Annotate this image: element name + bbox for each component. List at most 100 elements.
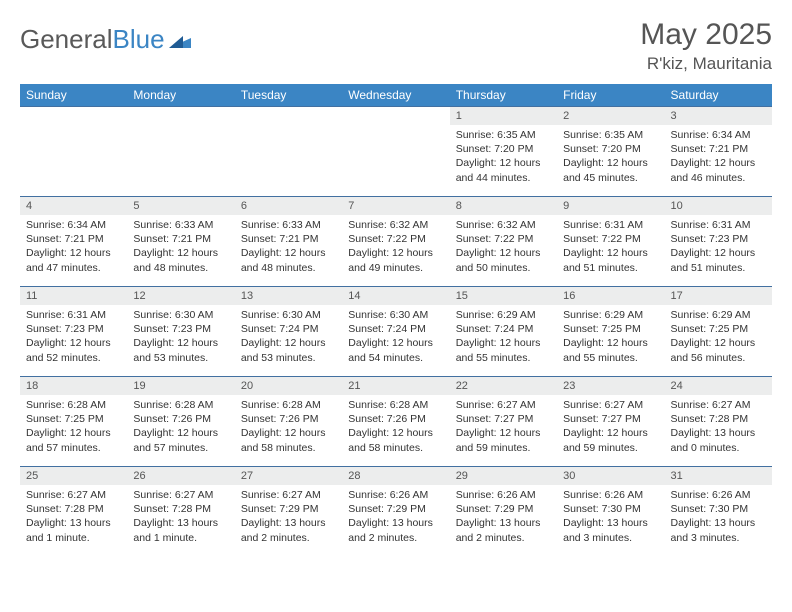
sunset-line: Sunset: 7:22 PM bbox=[563, 232, 658, 246]
daylight-line-2: and 52 minutes. bbox=[26, 351, 121, 365]
daylight-line-1: Daylight: 12 hours bbox=[671, 156, 766, 170]
daylight-line-2: and 59 minutes. bbox=[456, 441, 551, 455]
day-number bbox=[235, 106, 342, 125]
day-number: 8 bbox=[450, 196, 557, 215]
sunset-line: Sunset: 7:28 PM bbox=[671, 412, 766, 426]
day-details: Sunrise: 6:27 AMSunset: 7:27 PMDaylight:… bbox=[557, 395, 664, 461]
day-details: Sunrise: 6:27 AMSunset: 7:28 PMDaylight:… bbox=[20, 485, 127, 551]
calendar-cell: 5Sunrise: 6:33 AMSunset: 7:21 PMDaylight… bbox=[127, 196, 234, 286]
day-number: 2 bbox=[557, 106, 664, 125]
sunset-line: Sunset: 7:22 PM bbox=[456, 232, 551, 246]
day-details: Sunrise: 6:29 AMSunset: 7:25 PMDaylight:… bbox=[557, 305, 664, 371]
calendar-cell: 11Sunrise: 6:31 AMSunset: 7:23 PMDayligh… bbox=[20, 286, 127, 376]
calendar-page: GeneralBlue May 2025 R'kiz, Mauritania S… bbox=[0, 0, 792, 566]
daylight-line-1: Daylight: 12 hours bbox=[241, 426, 336, 440]
day-number: 22 bbox=[450, 376, 557, 395]
day-number bbox=[342, 106, 449, 125]
calendar-cell: 4Sunrise: 6:34 AMSunset: 7:21 PMDaylight… bbox=[20, 196, 127, 286]
daylight-line-2: and 54 minutes. bbox=[348, 351, 443, 365]
day-number: 24 bbox=[665, 376, 772, 395]
daylight-line-1: Daylight: 12 hours bbox=[348, 336, 443, 350]
daylight-line-2: and 1 minute. bbox=[26, 531, 121, 545]
calendar-cell: 1Sunrise: 6:35 AMSunset: 7:20 PMDaylight… bbox=[450, 106, 557, 196]
day-details: Sunrise: 6:28 AMSunset: 7:25 PMDaylight:… bbox=[20, 395, 127, 461]
daylight-line-2: and 57 minutes. bbox=[133, 441, 228, 455]
calendar-cell: 25Sunrise: 6:27 AMSunset: 7:28 PMDayligh… bbox=[20, 466, 127, 556]
logo-word-2: Blue bbox=[113, 24, 165, 55]
calendar-cell: 30Sunrise: 6:26 AMSunset: 7:30 PMDayligh… bbox=[557, 466, 664, 556]
daylight-line-1: Daylight: 13 hours bbox=[456, 516, 551, 530]
calendar-cell: 10Sunrise: 6:31 AMSunset: 7:23 PMDayligh… bbox=[665, 196, 772, 286]
day-number: 26 bbox=[127, 466, 234, 485]
calendar-cell: 18Sunrise: 6:28 AMSunset: 7:25 PMDayligh… bbox=[20, 376, 127, 466]
sunrise-line: Sunrise: 6:33 AM bbox=[241, 218, 336, 232]
sunrise-line: Sunrise: 6:29 AM bbox=[563, 308, 658, 322]
daylight-line-2: and 55 minutes. bbox=[456, 351, 551, 365]
day-details: Sunrise: 6:30 AMSunset: 7:23 PMDaylight:… bbox=[127, 305, 234, 371]
daylight-line-2: and 0 minutes. bbox=[671, 441, 766, 455]
day-details: Sunrise: 6:33 AMSunset: 7:21 PMDaylight:… bbox=[235, 215, 342, 281]
day-details: Sunrise: 6:27 AMSunset: 7:28 PMDaylight:… bbox=[665, 395, 772, 461]
day-details: Sunrise: 6:27 AMSunset: 7:28 PMDaylight:… bbox=[127, 485, 234, 551]
day-number: 19 bbox=[127, 376, 234, 395]
day-details: Sunrise: 6:32 AMSunset: 7:22 PMDaylight:… bbox=[342, 215, 449, 281]
daylight-line-1: Daylight: 13 hours bbox=[348, 516, 443, 530]
title-block: May 2025 R'kiz, Mauritania bbox=[640, 18, 772, 74]
daylight-line-2: and 48 minutes. bbox=[241, 261, 336, 275]
sunrise-line: Sunrise: 6:28 AM bbox=[241, 398, 336, 412]
sunset-line: Sunset: 7:23 PM bbox=[26, 322, 121, 336]
daylight-line-1: Daylight: 12 hours bbox=[456, 426, 551, 440]
calendar-cell: 9Sunrise: 6:31 AMSunset: 7:22 PMDaylight… bbox=[557, 196, 664, 286]
day-details: Sunrise: 6:35 AMSunset: 7:20 PMDaylight:… bbox=[557, 125, 664, 191]
daylight-line-2: and 57 minutes. bbox=[26, 441, 121, 455]
calendar-week-row: 11Sunrise: 6:31 AMSunset: 7:23 PMDayligh… bbox=[20, 286, 772, 376]
day-number: 13 bbox=[235, 286, 342, 305]
daylight-line-2: and 1 minute. bbox=[133, 531, 228, 545]
sunset-line: Sunset: 7:21 PM bbox=[671, 142, 766, 156]
calendar-cell: 28Sunrise: 6:26 AMSunset: 7:29 PMDayligh… bbox=[342, 466, 449, 556]
calendar-cell: 20Sunrise: 6:28 AMSunset: 7:26 PMDayligh… bbox=[235, 376, 342, 466]
day-details: Sunrise: 6:26 AMSunset: 7:30 PMDaylight:… bbox=[557, 485, 664, 551]
daylight-line-1: Daylight: 13 hours bbox=[241, 516, 336, 530]
sunrise-line: Sunrise: 6:35 AM bbox=[456, 128, 551, 142]
daylight-line-1: Daylight: 12 hours bbox=[456, 336, 551, 350]
sunrise-line: Sunrise: 6:32 AM bbox=[456, 218, 551, 232]
day-header-row: SundayMondayTuesdayWednesdayThursdayFrid… bbox=[20, 84, 772, 106]
sunset-line: Sunset: 7:21 PM bbox=[133, 232, 228, 246]
calendar-table: SundayMondayTuesdayWednesdayThursdayFrid… bbox=[20, 84, 772, 556]
sunrise-line: Sunrise: 6:34 AM bbox=[26, 218, 121, 232]
sunset-line: Sunset: 7:23 PM bbox=[671, 232, 766, 246]
calendar-cell: 17Sunrise: 6:29 AMSunset: 7:25 PMDayligh… bbox=[665, 286, 772, 376]
day-details: Sunrise: 6:31 AMSunset: 7:23 PMDaylight:… bbox=[665, 215, 772, 281]
calendar-body: 1Sunrise: 6:35 AMSunset: 7:20 PMDaylight… bbox=[20, 106, 772, 556]
calendar-week-row: 1Sunrise: 6:35 AMSunset: 7:20 PMDaylight… bbox=[20, 106, 772, 196]
day-details: Sunrise: 6:31 AMSunset: 7:23 PMDaylight:… bbox=[20, 305, 127, 371]
daylight-line-1: Daylight: 12 hours bbox=[26, 246, 121, 260]
daylight-line-1: Daylight: 12 hours bbox=[348, 246, 443, 260]
calendar-cell: 21Sunrise: 6:28 AMSunset: 7:26 PMDayligh… bbox=[342, 376, 449, 466]
sunrise-line: Sunrise: 6:26 AM bbox=[348, 488, 443, 502]
day-number: 18 bbox=[20, 376, 127, 395]
daylight-line-1: Daylight: 13 hours bbox=[671, 426, 766, 440]
sunset-line: Sunset: 7:30 PM bbox=[671, 502, 766, 516]
day-number: 23 bbox=[557, 376, 664, 395]
sunset-line: Sunset: 7:29 PM bbox=[348, 502, 443, 516]
sunset-line: Sunset: 7:24 PM bbox=[241, 322, 336, 336]
sunrise-line: Sunrise: 6:27 AM bbox=[671, 398, 766, 412]
daylight-line-1: Daylight: 13 hours bbox=[563, 516, 658, 530]
daylight-line-2: and 55 minutes. bbox=[563, 351, 658, 365]
day-details: Sunrise: 6:26 AMSunset: 7:30 PMDaylight:… bbox=[665, 485, 772, 551]
sunset-line: Sunset: 7:26 PM bbox=[241, 412, 336, 426]
day-number: 15 bbox=[450, 286, 557, 305]
day-details: Sunrise: 6:28 AMSunset: 7:26 PMDaylight:… bbox=[342, 395, 449, 461]
day-details: Sunrise: 6:27 AMSunset: 7:29 PMDaylight:… bbox=[235, 485, 342, 551]
calendar-cell: 22Sunrise: 6:27 AMSunset: 7:27 PMDayligh… bbox=[450, 376, 557, 466]
day-number: 4 bbox=[20, 196, 127, 215]
day-details: Sunrise: 6:29 AMSunset: 7:25 PMDaylight:… bbox=[665, 305, 772, 371]
sunrise-line: Sunrise: 6:30 AM bbox=[133, 308, 228, 322]
calendar-cell: 13Sunrise: 6:30 AMSunset: 7:24 PMDayligh… bbox=[235, 286, 342, 376]
day-number: 9 bbox=[557, 196, 664, 215]
calendar-cell: 14Sunrise: 6:30 AMSunset: 7:24 PMDayligh… bbox=[342, 286, 449, 376]
day-number: 25 bbox=[20, 466, 127, 485]
sunrise-line: Sunrise: 6:31 AM bbox=[563, 218, 658, 232]
